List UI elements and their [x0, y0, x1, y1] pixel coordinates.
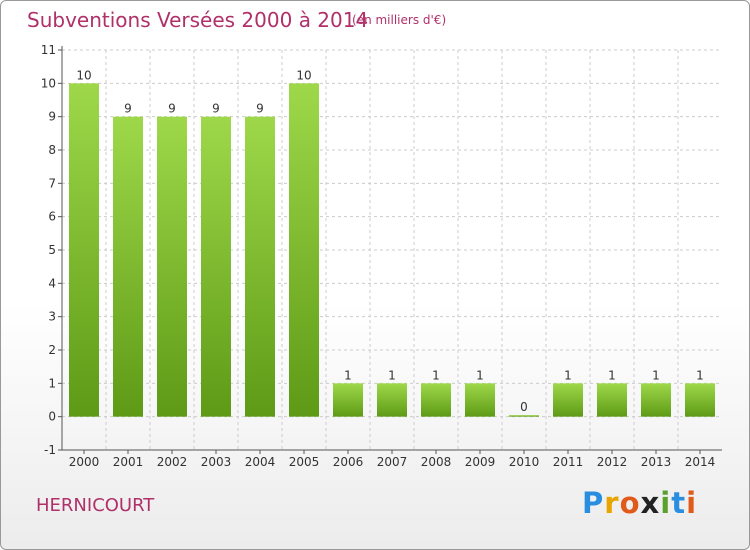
data-label: 9	[124, 102, 132, 116]
bar	[509, 415, 539, 417]
bar	[421, 383, 451, 417]
x-tick-label: 2002	[157, 455, 188, 469]
bar	[553, 383, 583, 417]
x-tick-label: 2013	[641, 455, 672, 469]
commune-name: HERNICOURT	[36, 495, 155, 516]
x-tick-label: 2007	[377, 455, 408, 469]
x-tick-label: 2006	[333, 455, 364, 469]
bar	[685, 383, 715, 417]
logo-letter: x	[640, 486, 661, 520]
data-label: 1	[696, 368, 704, 382]
logo-letter: o	[619, 486, 641, 520]
x-tick-label: 2001	[113, 455, 144, 469]
y-tick-label: 11	[41, 43, 56, 57]
y-tick-label: 7	[48, 176, 56, 190]
data-label: 10	[76, 68, 91, 82]
data-label: 10	[296, 68, 311, 82]
x-tick-label: 2012	[597, 455, 628, 469]
data-label: 9	[168, 102, 176, 116]
data-label: 1	[476, 368, 484, 382]
x-tick-label: 2003	[201, 455, 232, 469]
labels: -101234567891011102000920019200292003920…	[41, 43, 716, 469]
data-label: 9	[212, 102, 220, 116]
proxiti-logo: Proxiti	[582, 486, 697, 520]
logo-letter: r	[604, 486, 620, 520]
bar	[597, 383, 627, 417]
data-label: 1	[344, 368, 352, 382]
bar	[245, 116, 275, 417]
x-tick-label: 2000	[69, 455, 100, 469]
bar	[157, 116, 187, 417]
bar	[641, 383, 671, 417]
y-tick-label: 4	[48, 276, 56, 290]
y-tick-label: 5	[48, 243, 56, 257]
data-label: 1	[432, 368, 440, 382]
bars	[69, 83, 715, 417]
logo-letter: i	[686, 486, 698, 520]
y-tick-label: 10	[41, 76, 56, 90]
y-tick-label: 0	[48, 410, 56, 424]
chart-subtitle: (en milliers d'€)	[352, 13, 447, 27]
x-tick-label: 2005	[289, 455, 320, 469]
x-tick-label: 2009	[465, 455, 496, 469]
y-tick-label: 3	[48, 310, 56, 324]
data-label: 1	[608, 368, 616, 382]
data-label: 1	[564, 368, 572, 382]
x-tick-label: 2008	[421, 455, 452, 469]
y-tick-label: -1	[44, 443, 56, 457]
data-label: 9	[256, 102, 264, 116]
y-tick-label: 6	[48, 210, 56, 224]
y-tick-label: 9	[48, 110, 56, 124]
bar	[201, 116, 231, 417]
logo-letter: i	[660, 486, 672, 520]
x-tick-label: 2010	[509, 455, 540, 469]
chart-title: Subventions Versées 2000 à 2014	[27, 8, 369, 32]
bar	[69, 83, 99, 417]
bar	[113, 116, 143, 417]
y-tick-label: 2	[48, 343, 56, 357]
logo-letter: P	[582, 486, 605, 520]
x-tick-label: 2011	[553, 455, 584, 469]
x-tick-label: 2004	[245, 455, 276, 469]
data-label: 1	[388, 368, 396, 382]
logo-letter: t	[671, 486, 687, 520]
data-label: 1	[652, 368, 660, 382]
y-tick-label: 8	[48, 143, 56, 157]
data-label: 0	[520, 400, 528, 414]
bar	[377, 383, 407, 417]
y-tick-label: 1	[48, 376, 56, 390]
x-tick-label: 2014	[685, 455, 716, 469]
bar	[465, 383, 495, 417]
bar	[333, 383, 363, 417]
bar	[289, 83, 319, 417]
axes	[58, 46, 722, 454]
